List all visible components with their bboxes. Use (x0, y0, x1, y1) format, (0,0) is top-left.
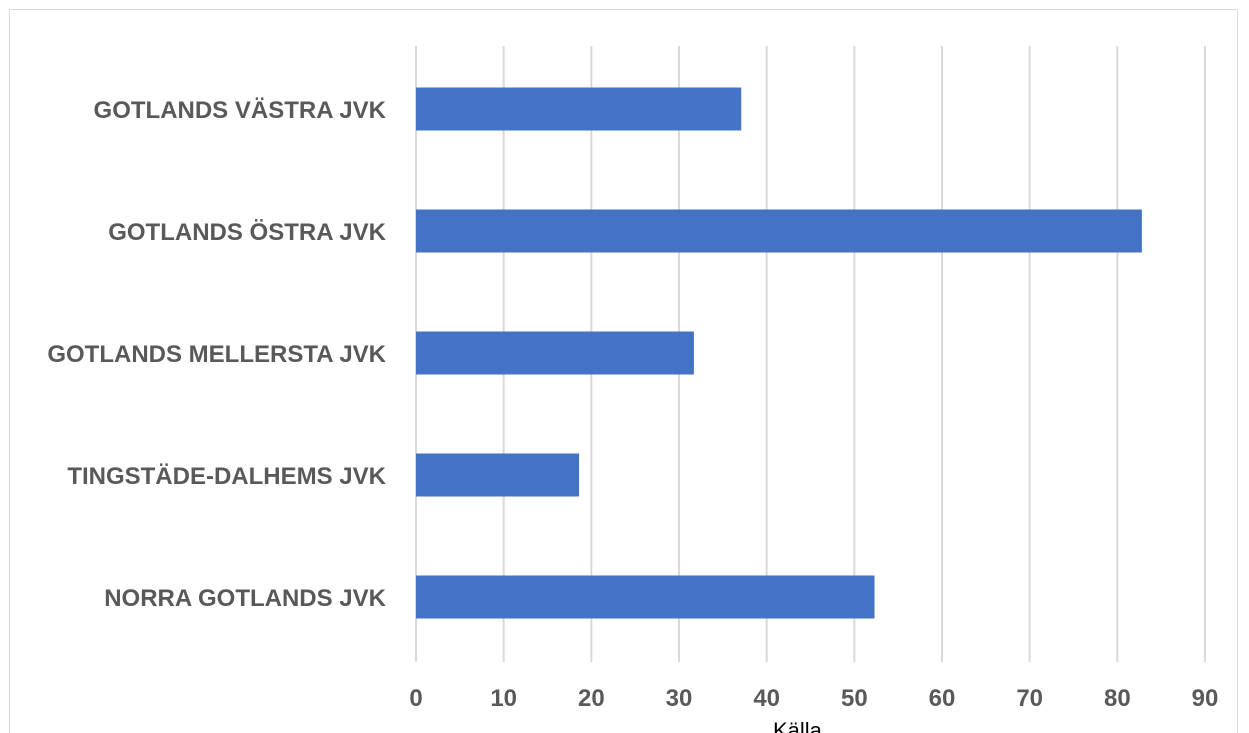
bar-2 (416, 331, 694, 375)
category-label: TINGSTÄDE-DALHEMS JVK (67, 463, 386, 490)
category-label: NORRA GOTLANDS JVK (104, 585, 386, 612)
x-tick-label: 0 (409, 685, 422, 712)
x-tick-label: 50 (841, 685, 868, 712)
x-tick-label: 30 (666, 685, 693, 712)
bar-4 (416, 575, 875, 619)
bar-0 (416, 87, 742, 131)
x-tick-label: 40 (753, 685, 780, 712)
source-caption: Källa (773, 718, 822, 733)
x-tick-label: 10 (490, 685, 517, 712)
x-tick-label: 90 (1192, 685, 1219, 712)
x-tick-label: 80 (1104, 685, 1131, 712)
x-tick-label: 20 (578, 685, 605, 712)
category-label: GOTLANDS ÖSTRA JVK (108, 219, 386, 246)
bar-3 (416, 453, 580, 497)
category-label: GOTLANDS VÄSTRA JVK (94, 97, 387, 124)
bar-1 (416, 209, 1142, 253)
category-label: GOTLANDS MELLERSTA JVK (47, 341, 386, 368)
chart-border (9, 9, 1238, 733)
x-tick-label: 60 (929, 685, 956, 712)
x-tick-label: 70 (1016, 685, 1043, 712)
